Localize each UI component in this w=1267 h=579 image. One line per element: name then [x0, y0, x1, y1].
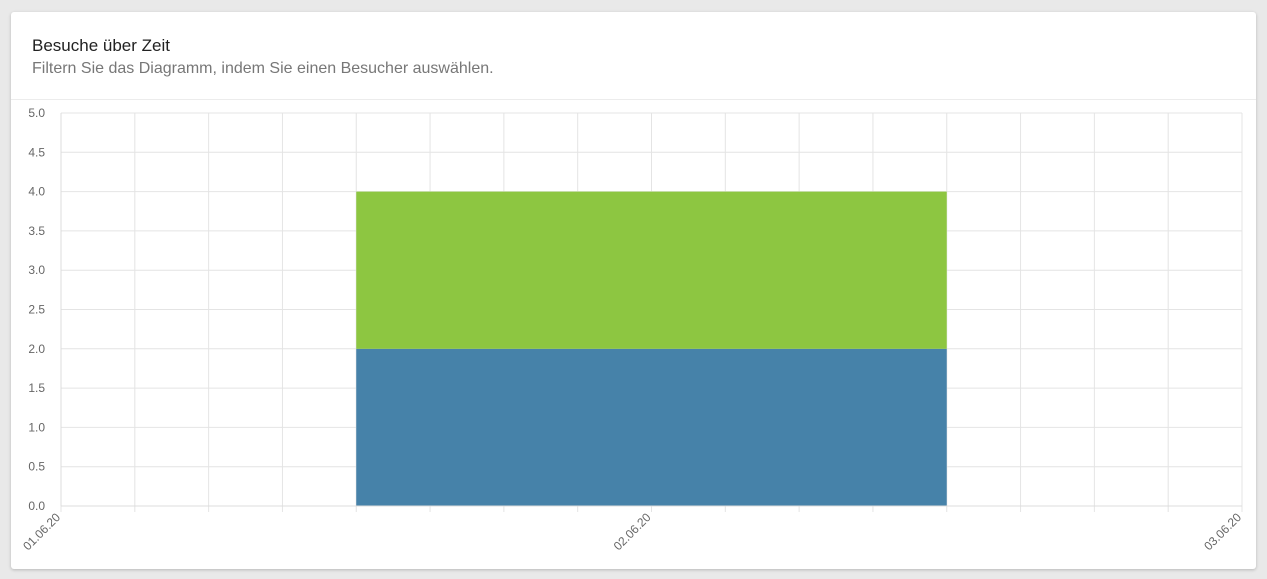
- y-axis-ticks: 0.0 0.5 1.0 1.5 2.0 2.5 3.0 3.5 4.0 4.5 5.0: [28, 106, 45, 513]
- y-tick-label: 3.0: [28, 263, 45, 277]
- y-tick-label: 0.0: [28, 499, 45, 513]
- y-tick-label: 0.5: [28, 460, 45, 474]
- bar-segment-2[interactable]: [356, 191, 947, 349]
- card-title: Besuche über Zeit: [32, 36, 170, 55]
- y-tick-label: 5.0: [28, 106, 45, 120]
- x-tick-label: 01.06.20: [20, 510, 63, 553]
- chart-axes: [60, 113, 1242, 507]
- x-tick-label: 03.06.20: [1201, 510, 1244, 553]
- visits-chart[interactable]: 0.0 0.5 1.0 1.5 2.0 2.5 3.0 3.5 4.0 4.5 5.0 01.06.…: [11, 12, 1256, 569]
- y-tick-label: 4.0: [28, 185, 45, 199]
- y-tick-label: 1.5: [28, 381, 45, 395]
- y-tick-label: 3.5: [28, 224, 45, 238]
- y-tick-label: 4.5: [28, 145, 45, 159]
- y-tick-label: 2.0: [28, 342, 45, 356]
- chart-card: Besuche über Zeit Filtern Sie das Diagra…: [11, 12, 1256, 569]
- x-axis-ticks: 01.06.20 02.06.20 03.06.20: [20, 510, 1244, 553]
- y-tick-label: 1.0: [28, 420, 45, 434]
- x-tick-label: 02.06.20: [611, 510, 654, 553]
- card-header: Besuche über Zeit Filtern Sie das Diagra…: [11, 12, 1256, 100]
- y-tick-label: 2.5: [28, 303, 45, 317]
- chart-bars[interactable]: [356, 191, 947, 506]
- bar-segment-1[interactable]: [356, 348, 947, 506]
- card-subtitle: Filtern Sie das Diagramm, indem Sie eine…: [32, 60, 494, 77]
